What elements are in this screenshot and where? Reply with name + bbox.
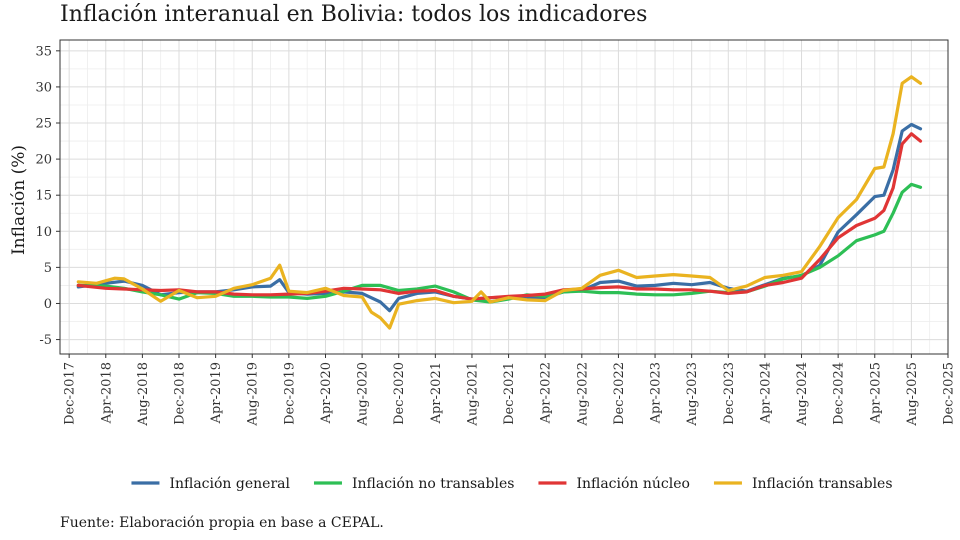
x-tick-label: Aug-2022	[575, 362, 590, 427]
x-tick-label: Dec-2019	[282, 362, 297, 425]
x-tick-label: Dec-2021	[502, 362, 517, 425]
legend-item-1: Inflación general	[131, 476, 290, 492]
x-tick-label: Apr-2025	[868, 362, 883, 424]
x-tick-label: Apr-2021	[429, 362, 444, 424]
x-tick-label: Aug-2025	[905, 362, 920, 427]
series-lines	[76, 75, 923, 330]
y-tick-label: 5	[44, 261, 52, 276]
x-tick-label: Dec-2023	[722, 362, 737, 425]
x-tick-label: Aug-2020	[356, 362, 371, 427]
legend-label: Inflación transables	[752, 476, 893, 492]
axes: -5 0 5 10 15 20 25 30 35 Dec-2017 Apr-2018 Aug-2018…	[35, 44, 956, 426]
y-tick-label: 30	[35, 80, 52, 95]
x-tick-label: Apr-2018	[99, 362, 114, 424]
legend-label: Inflación núcleo	[576, 476, 690, 492]
y-tick-label: -5	[39, 333, 52, 348]
series-line-4	[76, 75, 923, 330]
source-note: Fuente: Elaboración propia en base a CEP…	[60, 515, 384, 531]
x-tick-label: Apr-2022	[539, 362, 554, 424]
x-tick-label: Aug-2019	[246, 362, 261, 427]
series-line-3	[76, 132, 923, 301]
plot-frame	[59, 39, 949, 355]
x-tick-label: Dec-2025	[942, 362, 957, 425]
x-tick-label: Aug-2018	[136, 362, 151, 427]
x-tick-label: Dec-2018	[173, 362, 188, 425]
x-tick-label: Dec-2017	[63, 362, 78, 425]
y-axis-title: Inflación (%)	[9, 145, 29, 255]
legend-label: Inflación general	[169, 476, 290, 492]
plot-background	[60, 40, 948, 354]
x-tick-label: Aug-2024	[795, 362, 810, 427]
legend-item-3: Inflación núcleo	[538, 476, 690, 492]
x-tick-label: Dec-2020	[392, 362, 407, 425]
x-tick-label: Apr-2020	[319, 362, 334, 424]
y-tick-label: 25	[35, 117, 52, 132]
legend-item-2: Inflación no transables	[313, 476, 514, 492]
x-tick-label: Dec-2022	[612, 362, 627, 425]
legend-label: Inflación no transables	[352, 476, 514, 492]
y-tick-label: 15	[35, 189, 52, 204]
y-tick-label: 20	[35, 153, 52, 168]
x-tick-label: Aug-2021	[465, 362, 480, 427]
y-tick-label: 35	[35, 44, 52, 59]
x-tick-label: Apr-2023	[649, 362, 664, 424]
chart-title: Inflación interanual en Bolivia: todos l…	[60, 2, 648, 27]
legend: Inflación general Inflación no transables…	[131, 476, 893, 492]
x-tick-label: Aug-2023	[685, 362, 700, 427]
y-tick-label: 10	[35, 225, 52, 240]
x-tick-label: Apr-2024	[758, 362, 773, 424]
x-tick-label: Dec-2024	[832, 362, 847, 425]
legend-item-4: Inflación transables	[713, 476, 893, 492]
x-tick-label: Apr-2019	[209, 362, 224, 424]
y-tick-label: 0	[44, 297, 52, 312]
